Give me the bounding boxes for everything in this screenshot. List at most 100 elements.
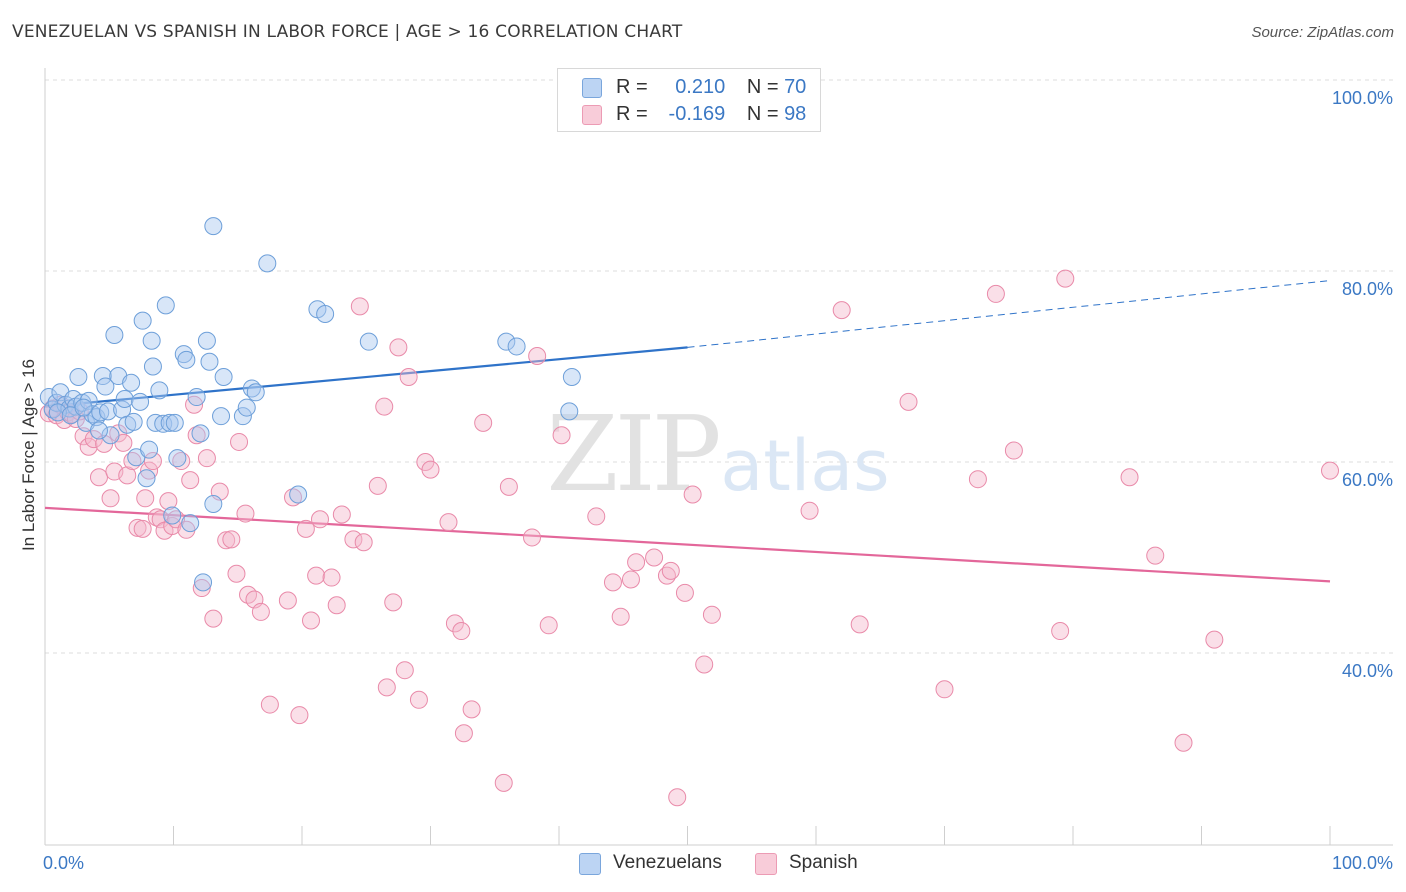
venezuelan-point <box>124 412 143 431</box>
venezuelan-point <box>91 403 110 422</box>
spanish-point <box>204 609 223 628</box>
venezuelan-point <box>197 331 216 350</box>
spanish-point <box>409 690 428 709</box>
spanish-point <box>1004 441 1023 460</box>
spanish-point <box>384 593 403 612</box>
spanish-point <box>1321 461 1339 480</box>
spanish-point <box>290 706 309 725</box>
tick-labels: 40.0% 60.0% 80.0% 100.0% 0.0% 100.0% <box>43 88 1393 873</box>
venezuelan-point <box>168 449 187 468</box>
spanish-point <box>850 615 869 634</box>
chart-title: VENEZUELAN VS SPANISH IN LABOR FORCE | A… <box>12 22 683 42</box>
spanish-point <box>327 596 346 615</box>
axes <box>44 68 1393 846</box>
spanish-point <box>668 788 687 807</box>
spanish-point <box>499 477 518 496</box>
zipatlas-watermark: ZIP atlas <box>546 393 889 515</box>
spanish-trend-line <box>44 506 1331 583</box>
spanish-point <box>439 513 458 532</box>
y-axis-label: In Labor Force | Age > 16 <box>19 359 38 551</box>
x-tick-label-max: 100.0% <box>1332 853 1393 873</box>
venezuelan-point <box>163 506 182 525</box>
spanish-point <box>197 449 216 468</box>
spanish-point <box>935 680 954 699</box>
spanish-point <box>627 553 646 572</box>
spanish-legend-swatch <box>755 853 777 875</box>
y-tick-label-100: 100.0% <box>1332 88 1393 108</box>
spanish-point <box>375 397 394 416</box>
spanish-point <box>621 570 640 589</box>
venezuelan-trend-solid <box>44 346 688 408</box>
spanish-point <box>260 695 279 714</box>
venezuelan-point <box>156 296 175 315</box>
venezuelan-point <box>140 440 159 459</box>
spanish-point <box>399 368 418 387</box>
spanish-point <box>101 489 120 508</box>
venezuelan-point <box>74 398 93 417</box>
spanish-point <box>181 471 200 490</box>
spanish-point <box>389 338 408 357</box>
spanish-point <box>236 504 255 523</box>
venezuelan-trend-dashed <box>687 280 1331 348</box>
spanish-point <box>603 573 622 592</box>
y-tick-label-60: 60.0% <box>1342 470 1393 490</box>
venezuelan-point <box>237 398 256 417</box>
spanish-point <box>133 519 152 538</box>
venezuelan-point <box>200 352 219 371</box>
venezuelan-point <box>233 407 252 426</box>
venezuelan-point <box>160 413 179 432</box>
venezuelans-legend-swatch <box>579 853 601 875</box>
venezuelans-n-label: N = <box>746 76 779 98</box>
spanish-point <box>1120 468 1139 487</box>
venezuelan-point <box>204 217 223 236</box>
spanish-point <box>683 485 702 504</box>
venezuelan-point <box>194 573 213 592</box>
spanish-legend-label: Spanish <box>789 852 858 873</box>
spanish-point <box>159 492 178 511</box>
spanish-point <box>239 585 258 604</box>
venezuelan-point <box>359 332 378 351</box>
spanish-point <box>421 460 440 479</box>
venezuelan-point <box>214 368 233 387</box>
y-tick-label-40: 40.0% <box>1342 661 1393 681</box>
venezuelan-point <box>177 350 196 369</box>
spanish-point <box>986 284 1005 303</box>
spanish-point <box>800 501 819 520</box>
venezuelan-point <box>560 402 579 421</box>
spanish-point <box>118 466 137 485</box>
venezuelan-point <box>289 485 308 504</box>
spanish-point <box>611 607 630 626</box>
spanish-point <box>661 561 680 580</box>
venezuelan-point <box>101 426 120 445</box>
venezuelan-point <box>258 254 277 273</box>
venezuelan-point <box>142 331 161 350</box>
x-tick-label-min: 0.0% <box>43 853 84 873</box>
spanish-point <box>151 510 170 529</box>
spanish-point <box>307 566 326 585</box>
venezuelan-point <box>122 373 141 392</box>
venezuelan-point <box>96 377 115 396</box>
venezuelans-r-value: 0.210 <box>675 76 726 98</box>
venezuelan-point <box>115 389 134 408</box>
spanish-point <box>445 614 464 633</box>
y-tick-label-80: 80.0% <box>1342 279 1393 299</box>
spanish-point <box>695 655 714 674</box>
source-label: Source: ZipAtlas.com <box>1251 24 1394 41</box>
spanish-point <box>454 724 473 743</box>
venezuelan-point <box>316 304 335 323</box>
spanish-point <box>1056 269 1075 288</box>
spanish-points <box>39 269 1339 807</box>
venezuelan-point <box>187 388 206 407</box>
venezuelan-point <box>146 413 165 432</box>
spanish-point <box>143 452 162 471</box>
venezuelan-point <box>204 495 223 514</box>
spanish-point <box>1174 733 1193 752</box>
spanish-point <box>462 700 481 719</box>
spanish-point <box>89 468 108 487</box>
venezuelan-point <box>131 392 150 411</box>
spanish-point <box>217 531 236 550</box>
spanish-point <box>128 518 147 537</box>
spanish-point <box>587 507 606 526</box>
spanish-n-label: N = <box>746 103 779 125</box>
